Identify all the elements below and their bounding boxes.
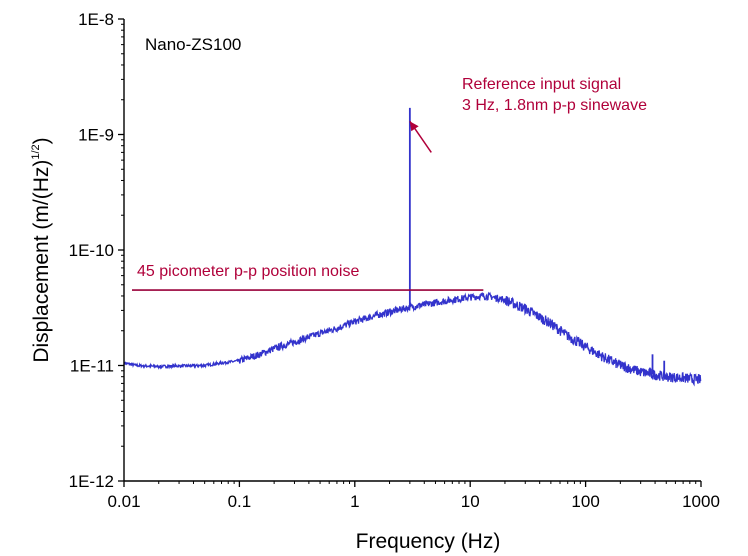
annotation-line-2: 3 Hz, 1.8nm p-p sinewave [462, 97, 647, 114]
y-axis-title-sup: 1/2 [30, 144, 42, 159]
labels: Nano-ZS100 Reference input signal 3 Hz, … [30, 35, 647, 553]
x-tick-label: 1 [350, 492, 359, 511]
axes: 0.01 0.1 1 10 100 1000 1E-8 1E-9 1E-10 1E-11 1E-12 [69, 10, 720, 511]
x-tick-label: 0.01 [107, 492, 140, 511]
y-axis-title-main: Displacement (m/(Hz) [30, 160, 53, 363]
y-axis-title: Displacement (m/(Hz)1/2) [30, 137, 53, 362]
series-line [123, 291, 702, 387]
y-tick-label: 1E-9 [78, 126, 114, 145]
y-tick-label: 1E-12 [69, 472, 114, 491]
y-tick-label: 1E-11 [70, 357, 114, 376]
x-tick-label: 100 [571, 492, 599, 511]
x-axis-title: Frequency (Hz) [356, 530, 501, 553]
annotation-arrow-head [409, 121, 419, 132]
y-tick-label: 1E-10 [69, 241, 114, 260]
y-tick-label: 1E-8 [78, 10, 114, 29]
inset-label: Nano-ZS100 [145, 35, 241, 54]
x-tick-label: 10 [461, 492, 480, 511]
plot-area [123, 107, 702, 387]
x-tick-label: 0.1 [228, 492, 252, 511]
y-axis-title-end: ) [30, 137, 53, 144]
noise-line-label: 45 picometer p-p position noise [137, 263, 359, 280]
x-tick-label: 1000 [682, 492, 720, 511]
annotation-line-1: Reference input signal [462, 76, 621, 93]
